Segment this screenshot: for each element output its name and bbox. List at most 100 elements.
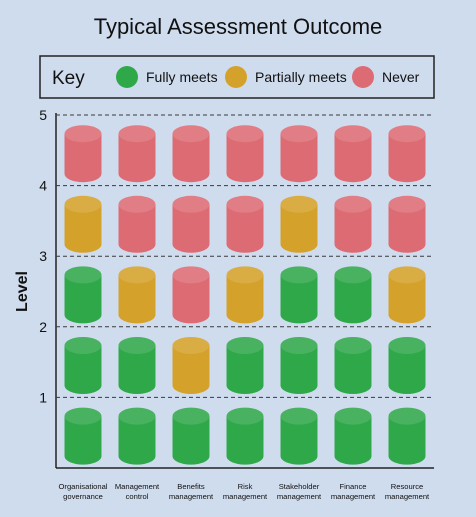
cylinder-never (118, 125, 156, 183)
cylinder-partial (64, 195, 102, 253)
cylinder-never (172, 125, 210, 183)
cylinder-never (172, 195, 210, 253)
cylinder-fully (334, 407, 372, 465)
cylinder-body (172, 345, 210, 394)
chart-title: Typical Assessment Outcome (94, 14, 383, 39)
cylinder-body (388, 204, 426, 253)
cylinder-body (226, 416, 264, 465)
cylinder-top (334, 407, 372, 425)
cylinder-partial (280, 195, 318, 253)
cylinder-top (172, 195, 210, 213)
cylinder-top (64, 125, 102, 143)
cylinder-body (334, 345, 372, 394)
x-category-label: Management control (115, 482, 160, 501)
cylinder-body (226, 274, 264, 324)
cylinder-partial (118, 266, 156, 324)
cylinder-body (388, 274, 426, 324)
cylinder-fully (280, 337, 318, 394)
cylinder-body (118, 416, 156, 465)
cylinder-fully (280, 266, 318, 324)
cylinder-body (172, 416, 210, 465)
cylinder-body (172, 204, 210, 253)
cylinder-top (388, 337, 426, 354)
y-tick-label: 4 (39, 178, 47, 194)
legend: Key Fully meets Partially meets Never (39, 55, 435, 99)
cylinder-fully (226, 337, 264, 394)
cylinder-top (64, 337, 102, 354)
cylinder-never (226, 125, 264, 183)
legend-item-partial: Partially meets (225, 66, 347, 88)
cylinder-fully (334, 266, 372, 324)
cylinder-partial (172, 337, 210, 394)
cylinder-body (280, 345, 318, 394)
cylinder-body (118, 345, 156, 394)
cylinder-top (226, 195, 264, 213)
cylinder-top (226, 337, 264, 354)
cylinder-fully (388, 337, 426, 394)
cylinder-body (280, 274, 318, 324)
legend-swatch-fully (116, 66, 138, 88)
cylinder-never (64, 125, 102, 183)
cylinder-top (334, 195, 372, 213)
cylinder-body (280, 133, 318, 183)
cylinder-never (172, 266, 210, 324)
cylinder-top (334, 337, 372, 354)
x-category-label: Organisational governance (59, 482, 108, 501)
legend-title: Key (52, 68, 85, 89)
x-category-label: Risk management (223, 482, 268, 501)
cylinder-body (280, 204, 318, 253)
cylinder-body (64, 204, 102, 253)
legend-swatch-never (352, 66, 374, 88)
cylinder-top (226, 266, 264, 284)
cylinder-never (118, 195, 156, 253)
cylinder-top (118, 337, 156, 354)
cylinder-body (334, 204, 372, 253)
cylinder-body (64, 345, 102, 394)
cylinder-top (388, 266, 426, 284)
x-category-label: Resource management (385, 482, 430, 501)
cylinder-body (226, 133, 264, 183)
cylinder-body (64, 416, 102, 465)
cylinder-body (118, 274, 156, 324)
y-tick-label: 3 (39, 248, 47, 264)
y-tick-label: 2 (39, 319, 47, 335)
cylinder-top (172, 125, 210, 143)
cylinder-partial (226, 266, 264, 324)
cylinder-top (118, 195, 156, 213)
legend-item-fully: Fully meets (116, 66, 218, 88)
cylinder-fully (334, 337, 372, 394)
y-axis-label: Level (14, 271, 31, 312)
cylinder-body (172, 274, 210, 324)
cylinder-fully (388, 407, 426, 465)
cylinder-body (280, 416, 318, 465)
cylinder-top (280, 195, 318, 213)
cylinder-body (334, 416, 372, 465)
cylinder-top (64, 407, 102, 425)
cylinder-fully (118, 407, 156, 465)
cylinder-never (280, 125, 318, 183)
cylinder-top (280, 266, 318, 284)
cylinder-body (334, 133, 372, 183)
cylinder-body (388, 416, 426, 465)
cylinder-top (172, 266, 210, 284)
cylinder-fully (118, 337, 156, 394)
cylinder-top (280, 125, 318, 143)
cylinder-top (280, 337, 318, 354)
cylinder-top (334, 125, 372, 143)
cylinder-fully (172, 407, 210, 465)
cylinder-top (388, 195, 426, 213)
cylinder-body (388, 345, 426, 394)
cylinder-top (388, 407, 426, 425)
x-category-label: Benefits management (169, 482, 214, 501)
plot-area: 1 2 3 4 5 Level Organisational governance Manage… (14, 107, 434, 501)
cylinder-body (118, 204, 156, 253)
cylinder-body (64, 133, 102, 183)
legend-swatch-partial (225, 66, 247, 88)
legend-item-never: Never (352, 66, 420, 88)
cylinder-top (118, 125, 156, 143)
x-category-label: Stakeholder management (277, 482, 322, 501)
cylinder-body (118, 133, 156, 183)
legend-label-fully: Fully meets (146, 69, 218, 85)
